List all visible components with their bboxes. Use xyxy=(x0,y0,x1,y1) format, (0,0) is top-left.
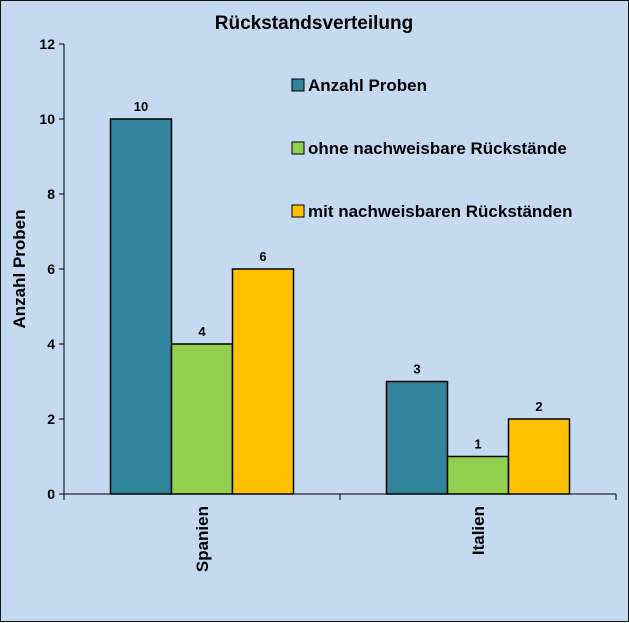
legend-swatch xyxy=(291,141,305,155)
data-labels: 10 4 6 3 1 2 xyxy=(134,99,543,452)
data-label: 3 xyxy=(413,362,420,377)
data-label: 6 xyxy=(259,249,266,264)
y-tick-label: 2 xyxy=(47,411,55,427)
y-tick-label: 10 xyxy=(39,111,55,127)
bar-italien-0 xyxy=(385,380,449,495)
bar-italien-2 xyxy=(507,418,571,495)
data-label: 4 xyxy=(198,324,206,339)
legend-label: Anzahl Proben xyxy=(308,76,427,95)
legend-swatch xyxy=(291,204,305,218)
y-tick-label: 4 xyxy=(47,336,55,352)
y-ticks: 0 2 4 6 8 10 12 xyxy=(39,36,64,502)
y-tick-label: 6 xyxy=(47,261,55,277)
bar-spanien-2 xyxy=(231,268,295,495)
y-axis-label: Anzahl Proben xyxy=(10,209,29,328)
y-tick-label: 12 xyxy=(39,36,55,52)
bar-italien-1 xyxy=(446,455,510,495)
category-labels: Spanien Italien xyxy=(193,506,488,572)
category-label-spanien: Spanien xyxy=(193,506,212,572)
chart-title: Rückstandsverteilung xyxy=(215,13,414,34)
y-tick-label: 8 xyxy=(47,186,55,202)
data-label: 2 xyxy=(535,399,542,414)
legend-swatch xyxy=(291,78,305,92)
legend: Anzahl Proben ohne nachweisbare Rückständ… xyxy=(291,76,573,221)
data-label: 10 xyxy=(134,99,148,114)
legend-label: ohne nachweisbare Rückstände xyxy=(308,139,567,158)
y-tick-label: 0 xyxy=(47,486,55,502)
category-label-italien: Italien xyxy=(469,506,488,555)
data-label: 1 xyxy=(474,437,481,452)
legend-label: mit nachweisbaren Rückständen xyxy=(308,202,573,221)
bar-spanien-0 xyxy=(109,118,173,495)
bars xyxy=(109,118,571,495)
bar-spanien-1 xyxy=(170,343,234,495)
